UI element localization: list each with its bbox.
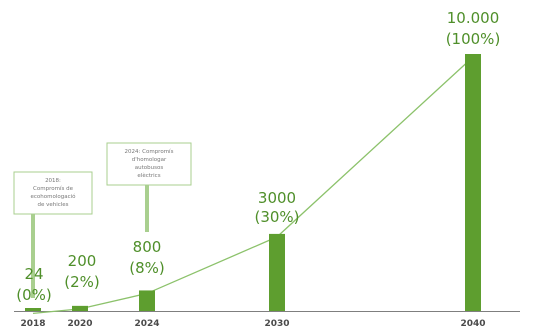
annotation-box bbox=[13, 171, 93, 215]
annotation-text: Compromís de bbox=[33, 185, 74, 192]
bar-2040 bbox=[465, 54, 481, 311]
annotation-text: 2024: Compromís bbox=[125, 148, 174, 155]
x-tick-label: 2018 bbox=[20, 319, 45, 329]
value-label: 200 bbox=[68, 252, 97, 270]
bar-2024 bbox=[139, 290, 155, 311]
bars-layer bbox=[25, 54, 481, 311]
percent-label: (8%) bbox=[129, 259, 165, 277]
value-label: 10.000 bbox=[447, 9, 500, 27]
value-label: 3000 bbox=[258, 189, 296, 207]
value-label: 800 bbox=[133, 238, 162, 256]
bar-2030 bbox=[269, 233, 285, 311]
annotation-text: ecohomologació bbox=[30, 193, 76, 200]
annotation-text: 2018: bbox=[45, 178, 61, 184]
x-tick-label: 2024 bbox=[134, 319, 159, 329]
bar-2018 bbox=[25, 308, 41, 311]
percent-label: (100%) bbox=[446, 30, 501, 48]
x-tick-label: 2030 bbox=[264, 319, 289, 329]
x-tick-label: 2020 bbox=[67, 319, 92, 329]
annotation-box bbox=[106, 142, 192, 186]
value-label: 24 bbox=[24, 265, 43, 283]
labels-layer: 24 (0%) 200 (2%) 800 (8%) 3000(30%) 10.000 (100%… bbox=[16, 9, 500, 304]
annotation-text: elèctrics bbox=[137, 172, 160, 179]
x-tick-labels: 2018 2020 2024 2030 2040 bbox=[20, 319, 485, 329]
percent-label: (0%) bbox=[16, 286, 52, 304]
annotation-text: d'homologar bbox=[132, 157, 167, 163]
x-tick-label: 2040 bbox=[460, 319, 485, 329]
percent-label: (30%) bbox=[254, 208, 299, 226]
annotation-text: autobusos bbox=[135, 165, 164, 171]
bar-2020 bbox=[72, 305, 88, 311]
percent-label: (2%) bbox=[64, 273, 100, 291]
annotation-text: de vehicles bbox=[37, 202, 68, 208]
